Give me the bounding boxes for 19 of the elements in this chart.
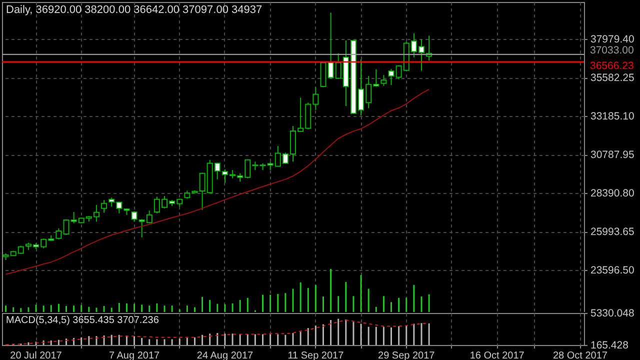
y-tick-label: 30787.95 <box>590 149 634 162</box>
y-tick-label: 28390.80 <box>590 188 634 200</box>
ref-line-label: 37033.00 <box>590 44 634 56</box>
y-tick-label: 165.428 <box>590 340 629 352</box>
y-tick-label: 33185.10 <box>590 110 634 123</box>
y-tick-label: 5330.048 <box>590 308 634 320</box>
x-tick-label: 16 Oct 2017 <box>470 350 525 360</box>
y-tick-label: 35582.25 <box>590 72 634 84</box>
ref-line-label: 36566.23 <box>590 60 634 72</box>
candlestick <box>380 74 387 86</box>
chart-title: MACD(5,34,5) 3655.435 3707.236 <box>6 315 160 326</box>
x-tick-label: 20 Jul 2017 <box>10 350 62 360</box>
chart-title: Daily, 36920.00 38200.00 36642.00 37097.00 34937 <box>6 4 262 16</box>
y-tick-label: 25993.65 <box>590 226 634 238</box>
y-tick-label: 37979.40 <box>590 34 634 46</box>
candlestick <box>101 200 108 214</box>
y-tick-label: 23596.50 <box>590 264 634 277</box>
line-series <box>5 88 430 275</box>
x-tick-label: 28 Oct 2017 <box>552 350 608 360</box>
